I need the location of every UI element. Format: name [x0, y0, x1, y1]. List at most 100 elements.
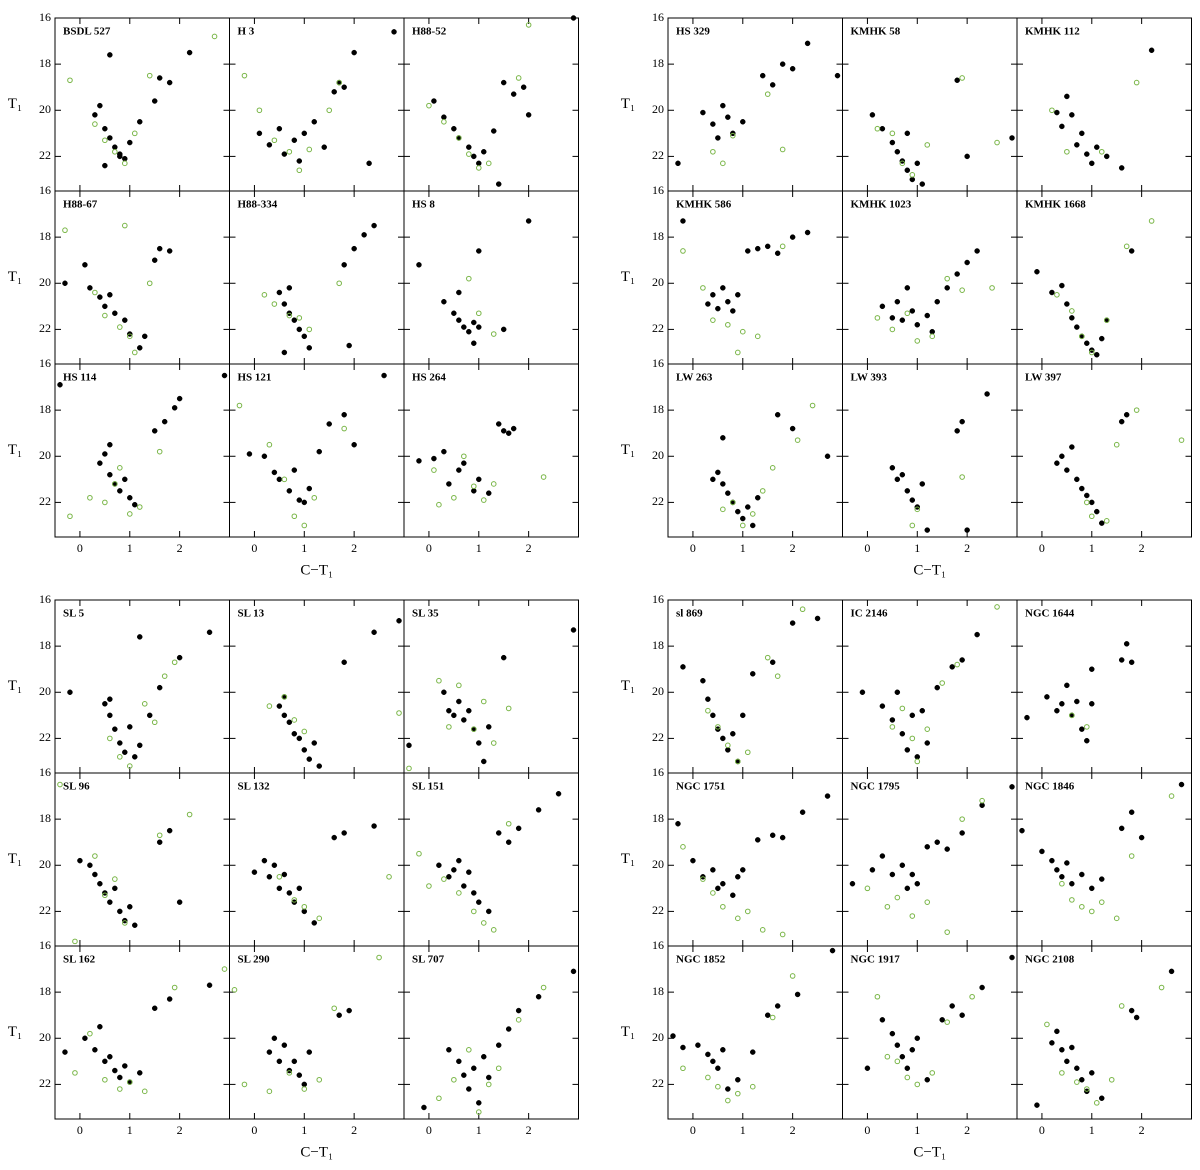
point [1089, 499, 1095, 506]
point [486, 908, 492, 915]
point [331, 834, 337, 841]
y-tick-label: 20 [39, 448, 51, 462]
point [735, 874, 741, 880]
point [471, 153, 477, 160]
point [879, 703, 886, 709]
y-tick-label: 20 [39, 684, 51, 698]
open-point [475, 310, 482, 317]
point [914, 160, 921, 167]
open-point [909, 522, 916, 529]
point [949, 664, 955, 670]
open-point [680, 248, 686, 254]
point [495, 181, 502, 187]
point [1079, 130, 1085, 137]
point [735, 292, 741, 298]
point [899, 731, 906, 737]
open-point [161, 673, 168, 679]
panel-frame [667, 599, 843, 774]
open-point [894, 894, 901, 901]
point [286, 719, 293, 726]
panel-frame [1016, 363, 1192, 538]
y-tick-label: 20 [652, 1030, 664, 1044]
point [934, 298, 940, 305]
open-point [117, 1086, 123, 1092]
point [799, 809, 806, 815]
open-point [416, 850, 422, 857]
point [137, 345, 143, 351]
panel-title: KMHK 1023 [851, 199, 912, 211]
point [341, 830, 347, 836]
point [715, 469, 721, 476]
open-point [146, 280, 153, 287]
point [804, 40, 811, 47]
panel-title: NGC 1917 [851, 954, 901, 966]
open-point [874, 125, 881, 132]
open-point [112, 148, 118, 155]
point [1084, 737, 1090, 744]
point [366, 160, 372, 167]
panel-frame [1016, 17, 1192, 192]
point [730, 731, 736, 737]
point [341, 84, 347, 90]
point [301, 130, 308, 137]
x-tick-label: 2 [790, 1123, 796, 1137]
panel-title: IC 2146 [851, 608, 888, 620]
point [745, 248, 751, 254]
open-point [451, 1076, 457, 1083]
open-point [909, 735, 916, 742]
open-point [1113, 441, 1120, 448]
open-point [904, 310, 911, 317]
open-point [141, 1088, 148, 1095]
point [331, 89, 337, 95]
point [1049, 289, 1055, 296]
open-point [102, 892, 108, 899]
point [87, 285, 93, 291]
point [909, 176, 916, 183]
point [117, 740, 123, 746]
point [351, 245, 357, 252]
open-point [102, 1076, 108, 1083]
point [715, 1065, 721, 1072]
point [306, 345, 313, 351]
open-point [680, 844, 686, 850]
point [720, 285, 726, 291]
point [924, 740, 931, 746]
open-point [540, 474, 547, 480]
point [1138, 834, 1145, 841]
point [151, 1005, 158, 1012]
panel-frame [842, 17, 1018, 192]
open-point [480, 920, 487, 926]
x-tick-label: 1 [127, 1123, 133, 1137]
open-point [281, 476, 288, 483]
point [466, 328, 472, 335]
point [306, 756, 313, 762]
point [705, 1051, 711, 1058]
open-point [62, 227, 68, 234]
point [1128, 659, 1135, 666]
point [1059, 123, 1065, 130]
y-axis-label: T₁ [621, 96, 635, 112]
point [261, 453, 268, 460]
open-point [1158, 984, 1165, 991]
point [296, 735, 303, 742]
panel-title: HS 329 [676, 26, 710, 38]
open-point [864, 885, 871, 892]
point [1059, 874, 1065, 880]
point [789, 620, 796, 626]
open-point [266, 441, 273, 448]
open-point [1133, 407, 1140, 413]
point [1054, 867, 1060, 873]
point [127, 495, 133, 501]
point [570, 15, 577, 21]
open-point [1123, 243, 1130, 250]
open-point [700, 285, 706, 291]
point [486, 490, 492, 496]
panel-title: H88-67 [63, 199, 98, 211]
point [107, 1053, 113, 1060]
point [894, 149, 901, 155]
point [1079, 871, 1085, 878]
point [515, 825, 522, 832]
open-point [266, 1088, 273, 1095]
open-point [715, 724, 721, 730]
open-point [441, 876, 447, 882]
